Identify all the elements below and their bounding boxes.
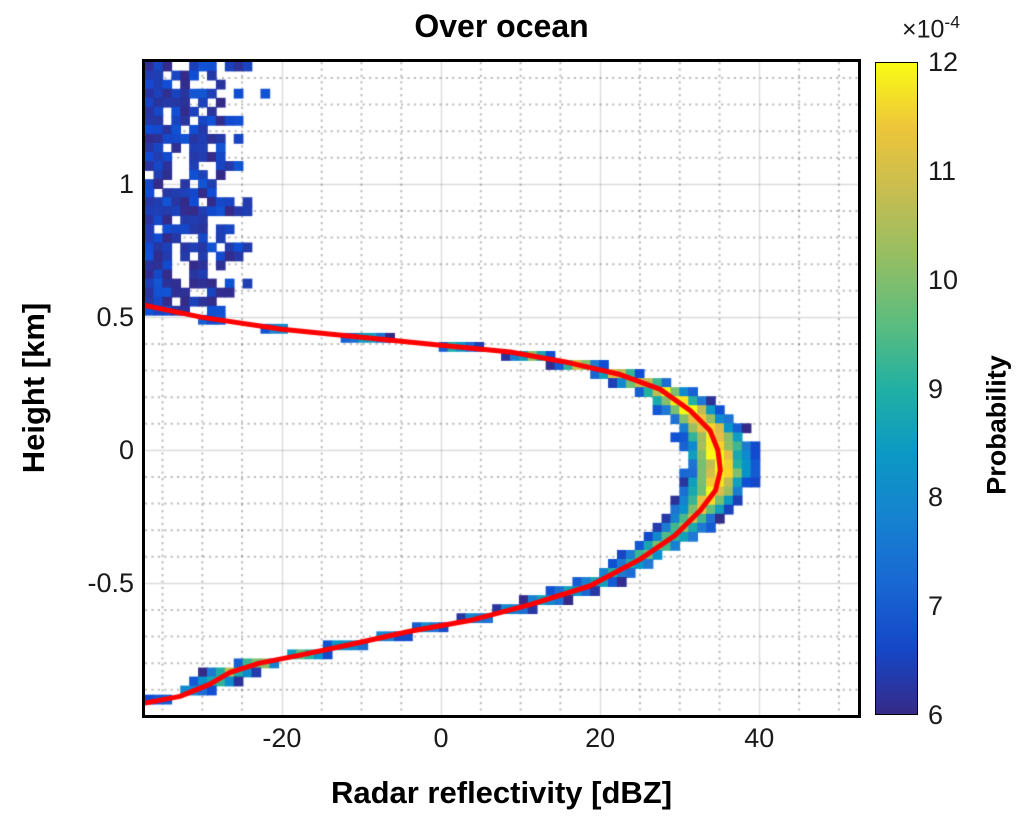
plot-canvas xyxy=(145,62,858,715)
colorbar-scale-label: ×10-4 xyxy=(902,12,960,44)
y-tick-label: 0.5 xyxy=(96,302,134,333)
colorbar-scale-prefix: ×10 xyxy=(902,15,945,44)
colorbar-tick-label: 12 xyxy=(928,47,959,77)
colorbar-scale-exponent: -4 xyxy=(944,12,960,32)
y-tick-label: 1 xyxy=(118,169,134,200)
colorbar xyxy=(875,62,918,715)
x-tick-label: 0 xyxy=(433,723,449,753)
colorbar-tick-label: 7 xyxy=(928,591,944,622)
x-axis-label: Radar reflectivity [dBZ] xyxy=(330,775,673,810)
colorbar-tick-label: 8 xyxy=(928,482,944,513)
colorbar-tick-label: 9 xyxy=(928,373,944,404)
x-tick-label: 20 xyxy=(585,723,616,753)
colorbar-label: Probability xyxy=(981,355,1012,495)
colorbar-tick-label: 6 xyxy=(928,700,944,730)
x-tick-label: -20 xyxy=(262,723,302,753)
colorbar-tick-label: 11 xyxy=(928,155,957,186)
chart-title: Over ocean xyxy=(414,8,589,44)
y-tick-label: -0.5 xyxy=(87,568,134,599)
x-tick-label: 40 xyxy=(744,723,775,753)
plot-area xyxy=(142,59,861,718)
colorbar-tick-label: 10 xyxy=(928,264,959,295)
y-tick-label: 0 xyxy=(118,435,134,466)
